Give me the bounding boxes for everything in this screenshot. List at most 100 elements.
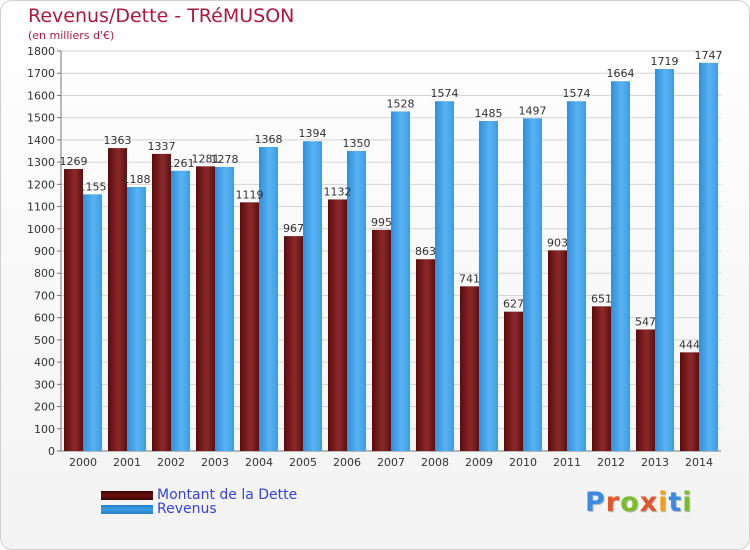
data-label-dette: 1281 (192, 152, 220, 165)
y-tick-label: 900 (34, 245, 55, 258)
x-tick-label: 2012 (597, 456, 625, 469)
legend-label-revenus: Revenus (157, 501, 217, 517)
bar-dette (152, 153, 171, 451)
x-tick-label: 2004 (245, 456, 273, 469)
x-tick-label: 2008 (421, 456, 449, 469)
y-tick-label: 500 (34, 334, 55, 347)
x-tick-label: 2014 (685, 456, 713, 469)
data-label-revenus: 1394 (299, 127, 327, 140)
data-label-dette: 547 (635, 315, 656, 328)
logo-letter: o (620, 487, 640, 518)
data-label-dette: 1337 (148, 140, 176, 153)
x-tick-label: 2002 (157, 456, 185, 469)
y-tick-label: 1000 (27, 223, 55, 236)
x-axis-ticks: 2000 2001 2002 2003 2004 2005 2006 2007 2008 2009… (69, 456, 713, 469)
data-label-revenus: 1664 (607, 67, 635, 80)
bar-revenus (83, 194, 102, 452)
data-label-revenus: 1719 (651, 55, 679, 68)
data-label-revenus: 1188 (123, 173, 151, 186)
data-label-revenus: 1528 (387, 97, 415, 110)
x-tick-label: 2001 (113, 456, 141, 469)
data-label-revenus: 1485 (475, 107, 503, 120)
data-label-dette: 627 (503, 298, 524, 311)
legend-item-dette: Montant de la Dette (101, 487, 361, 503)
bar-dette (636, 329, 655, 451)
legend-item-revenus: Revenus (101, 501, 361, 517)
data-label-revenus: 1368 (255, 133, 283, 146)
logo-letter: x (639, 487, 659, 518)
bar-revenus (655, 69, 674, 451)
bar-dette (196, 166, 215, 452)
bar-dette (328, 199, 347, 451)
data-label-revenus: 1747 (695, 49, 723, 62)
y-tick-label: 0 (48, 445, 55, 458)
y-tick-label: 100 (34, 423, 55, 436)
y-tick-label: 1500 (27, 112, 55, 125)
bar-revenus (127, 187, 146, 451)
bar-dette (108, 148, 127, 451)
x-tick-label: 2013 (641, 456, 669, 469)
bar-revenus (259, 147, 278, 451)
bar-revenus (435, 101, 454, 451)
x-tick-label: 2007 (377, 456, 405, 469)
bar-dette (284, 236, 303, 451)
y-tick-label: 600 (34, 312, 55, 325)
data-label-revenus: 1350 (343, 137, 371, 150)
bar-revenus (523, 118, 542, 451)
chart-subtitle: (en milliers d'€) (28, 29, 115, 42)
legend-label-dette: Montant de la Dette (157, 487, 298, 503)
data-label-dette: 1132 (324, 185, 352, 198)
data-label-revenus: 1278 (211, 153, 239, 166)
y-tick-label: 700 (34, 289, 55, 302)
y-tick-label: 800 (34, 267, 55, 280)
logo-letter: P (585, 487, 606, 518)
data-label-dette: 444 (679, 338, 700, 351)
data-label-dette: 1269 (60, 155, 88, 168)
bar-dette (548, 250, 567, 451)
bar-dette (592, 306, 611, 451)
data-label-revenus: 1574 (563, 87, 591, 100)
bars (64, 62, 718, 452)
data-label-dette: 967 (283, 222, 304, 235)
proxiti-logo: Proxiti (585, 487, 693, 518)
x-tick-label: 2009 (465, 456, 493, 469)
y-tick-label: 300 (34, 378, 55, 391)
y-tick-label: 1400 (27, 134, 55, 147)
y-tick-label: 1700 (27, 67, 55, 80)
logo-letter: i (682, 487, 693, 518)
y-axis-ticks: 0 100 200 300 400 500 600 700 800 900 1000 1100 1200… (27, 45, 721, 458)
logo-letter: r (605, 487, 621, 518)
x-tick-label: 2000 (69, 456, 97, 469)
bar-dette (460, 286, 479, 451)
y-tick-label: 1200 (27, 178, 55, 191)
bar-dette (372, 229, 391, 451)
bar-dette (64, 169, 83, 451)
y-tick-label: 400 (34, 356, 55, 369)
chart-title: Revenus/Dette - TRéMUSON (28, 5, 295, 27)
bar-revenus (171, 170, 190, 451)
data-label-dette: 863 (415, 245, 436, 258)
logo-letter: i (658, 487, 669, 518)
data-label-revenus: 1261 (167, 157, 195, 170)
data-label-dette: 1363 (104, 134, 132, 147)
data-label-dette: 903 (547, 236, 568, 249)
y-tick-label: 1800 (27, 45, 55, 58)
bar-revenus (303, 141, 322, 451)
data-label-dette: 995 (371, 216, 392, 229)
x-tick-label: 2006 (333, 456, 361, 469)
x-tick-label: 2010 (509, 456, 537, 469)
bar-revenus (391, 111, 410, 451)
y-tick-label: 200 (34, 401, 55, 414)
bar-dette (240, 202, 259, 451)
logo-letter: t (668, 487, 683, 518)
legend-swatch-revenus (101, 505, 153, 514)
data-label-dette: 1119 (236, 188, 264, 201)
data-label-revenus: 1155 (79, 180, 107, 193)
bar-dette (680, 352, 699, 451)
data-label-revenus: 1497 (519, 104, 547, 117)
bar-revenus (479, 121, 498, 451)
x-tick-label: 2003 (201, 456, 229, 469)
